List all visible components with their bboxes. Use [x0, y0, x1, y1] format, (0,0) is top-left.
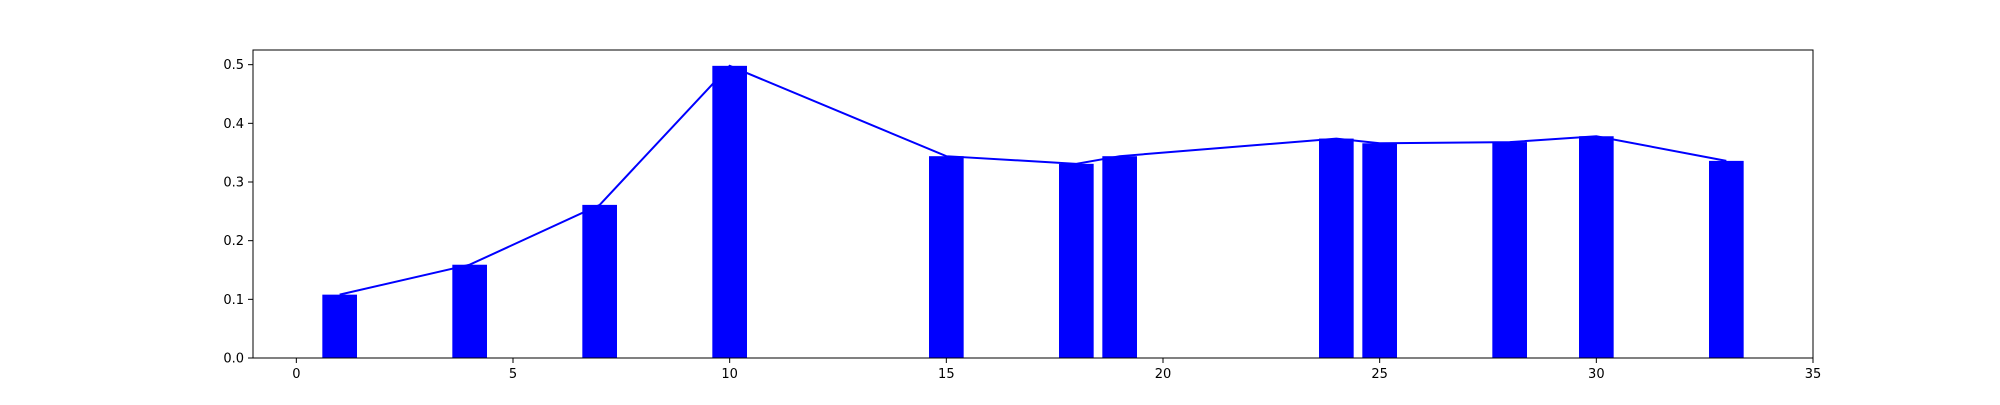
bar-3	[712, 65, 747, 358]
bar-8	[1362, 143, 1397, 358]
y-tick-label-5: 0.5	[223, 58, 244, 73]
y-tick-label-0: 0.0	[223, 352, 244, 367]
x-tick-label-6: 30	[1588, 367, 1605, 382]
x-tick-label-7: 35	[1805, 367, 1822, 382]
x-tick-label-3: 15	[938, 367, 955, 382]
y-tick-label-4: 0.4	[223, 117, 244, 132]
y-ticks-group: 0.0 0.1 0.2 0.3 0.4 0.5	[223, 58, 253, 367]
bar-11	[1709, 160, 1744, 358]
bar-1	[452, 264, 487, 358]
bar-2	[582, 204, 617, 358]
x-tick-label-1: 5	[509, 367, 517, 382]
series-line	[339, 64, 1727, 296]
y-tick-label-1: 0.1	[223, 293, 244, 308]
bar-5	[1059, 163, 1094, 358]
bar-9	[1492, 142, 1527, 358]
x-ticks-group: 0 5 10 15 20 25 30 35	[292, 358, 1821, 382]
y-tick-label-2: 0.2	[223, 234, 244, 249]
plot-frame	[252, 49, 1814, 359]
x-tick-label-5: 25	[1371, 367, 1388, 382]
axes-group	[252, 49, 1814, 359]
y-tick-label-3: 0.3	[223, 176, 244, 191]
x-tick-label-0: 0	[292, 367, 300, 382]
bar-6	[1102, 156, 1137, 358]
bar-7	[1319, 138, 1354, 358]
x-tick-label-4: 20	[1155, 367, 1172, 382]
bar-4	[929, 156, 964, 358]
bars-group	[322, 65, 1744, 358]
bar-0	[322, 294, 357, 358]
line-group	[339, 64, 1727, 296]
x-tick-label-2: 10	[721, 367, 738, 382]
bar-10	[1579, 136, 1614, 358]
